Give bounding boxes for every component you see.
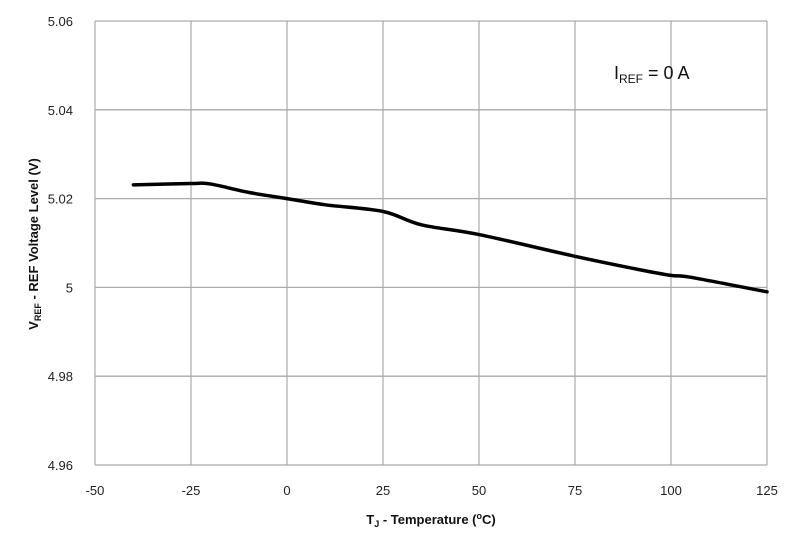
series (131, 181, 769, 294)
x-tick-label: 0 (283, 483, 290, 498)
x-tick-label: 25 (376, 483, 390, 498)
grid (94, 20, 768, 466)
x-tick-label: -25 (182, 483, 201, 498)
y-tick-label: 5.04 (48, 103, 73, 118)
annotation: IREF = 0 A (614, 63, 690, 86)
x-ticks: -50 -25 0 25 50 75 100 125 (86, 483, 778, 498)
x-tick-label: -50 (86, 483, 105, 498)
y-tick-label: 4.96 (48, 458, 73, 473)
y-tick-label: 5.06 (48, 14, 73, 29)
x-tick-label: 50 (472, 483, 486, 498)
y-axis-label: VREF - REF Voltage Level (V) (26, 158, 43, 330)
y-ticks: 4.96 4.98 5 5.02 5.04 5.06 (48, 14, 73, 473)
x-tick-label: 125 (756, 483, 778, 498)
x-tick-label: 75 (568, 483, 582, 498)
y-tick-label: 5 (66, 280, 73, 295)
x-axis-label: TJ - Temperature (oC) (366, 511, 495, 529)
y-tick-label: 5.02 (48, 192, 73, 207)
x-tick-label: 100 (660, 483, 682, 498)
y-tick-label: 4.98 (48, 369, 73, 384)
series-line (131, 181, 769, 294)
